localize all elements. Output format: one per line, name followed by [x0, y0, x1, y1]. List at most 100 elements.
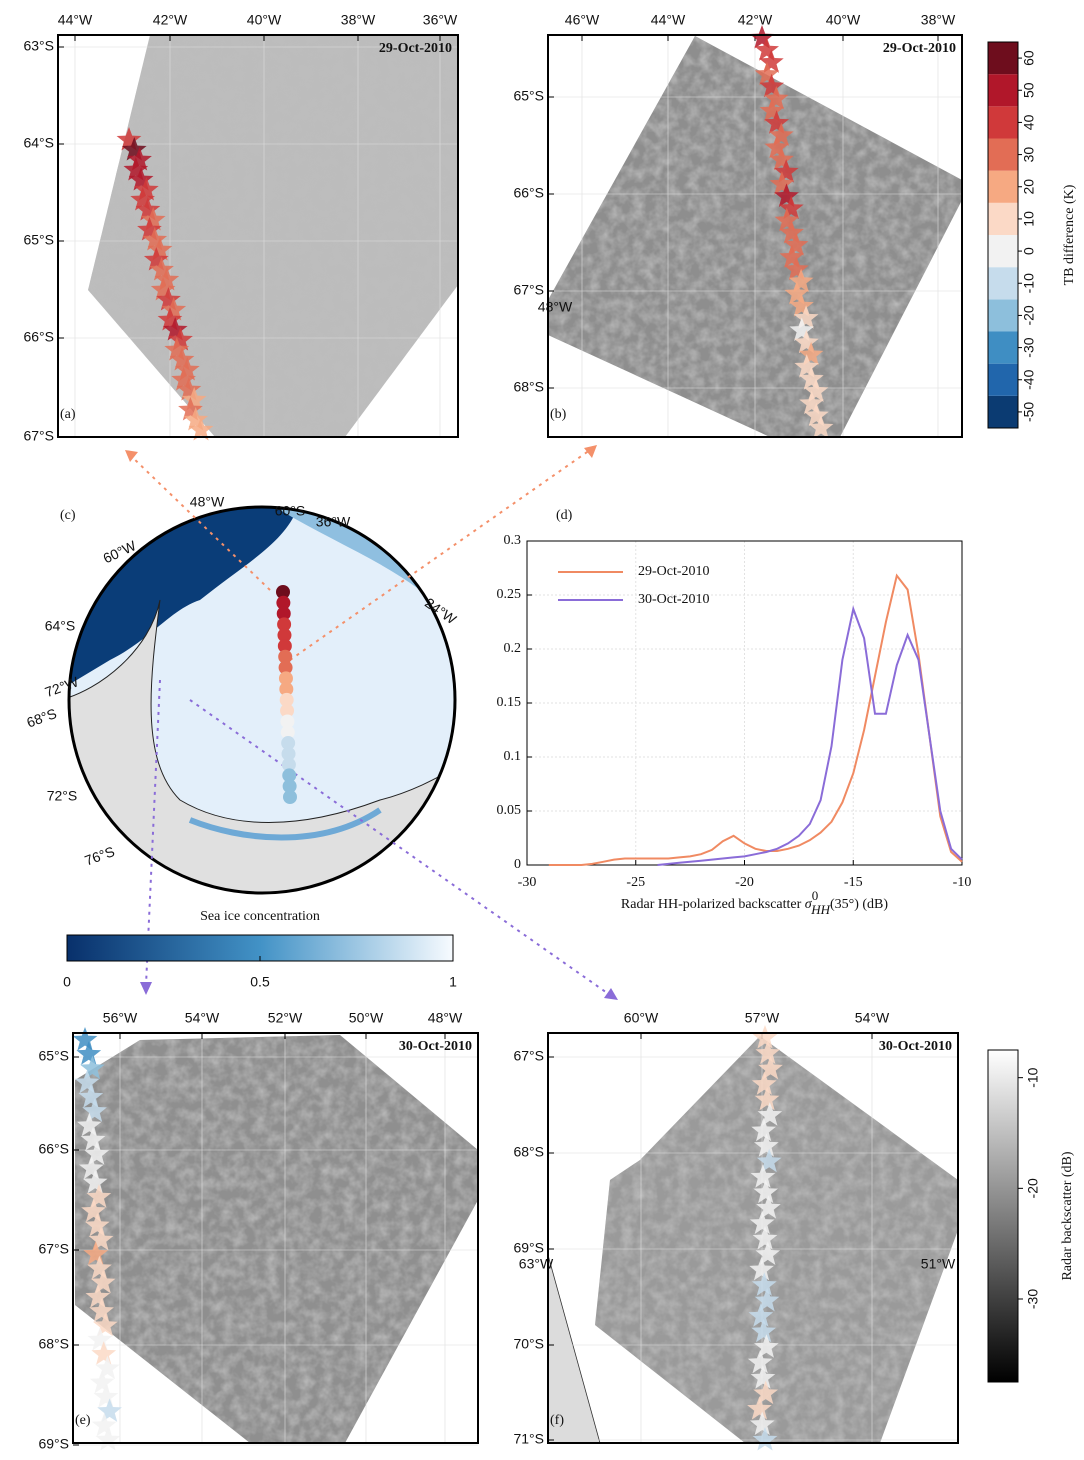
track-star: [803, 378, 829, 402]
lat-label: 64°S: [23, 135, 54, 151]
track-star: [157, 307, 183, 331]
track-star: [74, 1069, 100, 1094]
lon-label: 40°W: [247, 12, 282, 28]
track-star: [92, 1312, 118, 1337]
track-star: [752, 1025, 778, 1049]
colorbar-tick-label: 1: [449, 974, 457, 990]
colorbar-cell: [988, 138, 1018, 171]
track-star: [76, 1112, 102, 1137]
map-frame: [547, 1032, 959, 1444]
track-star: [784, 256, 809, 281]
track-star: [799, 366, 824, 390]
track-star: [759, 73, 784, 98]
x-tick-label: -20: [735, 875, 754, 890]
colorbar-cell: [988, 267, 1018, 300]
panel-label: (b): [550, 407, 567, 422]
track-star: [808, 415, 834, 439]
track-star: [784, 280, 810, 305]
track-star: [753, 1179, 779, 1204]
track-star: [751, 1071, 777, 1095]
track-star: [83, 1241, 109, 1265]
map-date: 30-Oct-2010: [399, 1039, 472, 1054]
series-line: [657, 605, 963, 866]
track-star: [753, 1380, 779, 1405]
track-star: [95, 1355, 120, 1380]
track-star: [178, 397, 203, 421]
track-dot: [277, 628, 292, 643]
x-tick-label: -30: [518, 875, 537, 890]
track-star: [130, 187, 155, 211]
lon-label: 44°W: [58, 12, 93, 28]
track-star: [79, 1155, 104, 1180]
track-star: [749, 1256, 774, 1281]
track-star: [798, 341, 824, 366]
colorbar-cell: [988, 363, 1018, 396]
map-date: 30-Oct-2010: [879, 1039, 952, 1054]
track-star: [751, 1272, 777, 1296]
lat-label: 69°S: [38, 1436, 69, 1452]
colorbar-tick-label: 50: [1021, 82, 1037, 98]
track-dot: [277, 638, 292, 653]
track-star: [778, 195, 804, 220]
track-dot: [281, 736, 296, 751]
colorbar-frame: [987, 41, 1019, 429]
track-star: [164, 337, 190, 361]
track-star: [183, 407, 209, 431]
lon-label: 48°W: [428, 1010, 463, 1026]
track-star: [773, 159, 799, 183]
track-star: [763, 85, 789, 110]
track-star: [758, 49, 784, 73]
track-star: [764, 110, 789, 134]
track-star: [162, 317, 188, 341]
track-star: [769, 171, 795, 195]
colorbar: [987, 1049, 1019, 1383]
track-star: [747, 1396, 772, 1420]
track-dot: [277, 617, 292, 632]
track-star: [128, 167, 154, 191]
track-star: [127, 147, 152, 171]
track-star: [143, 247, 169, 271]
lon-label: 51°W: [921, 1256, 956, 1272]
map-date: 29-Oct-2010: [379, 41, 452, 56]
colorbar-tick-label: 0: [1021, 247, 1037, 255]
track-star: [154, 267, 180, 291]
x-axis-title-part: σ: [805, 897, 813, 912]
track-star: [89, 1298, 114, 1322]
track-star: [749, 1411, 775, 1436]
track-star: [750, 1365, 776, 1389]
map-label: 64°S: [45, 618, 76, 634]
plot-frame: [526, 540, 963, 866]
colorbar-cell: [988, 202, 1018, 235]
lat-label: 71°S: [513, 1431, 544, 1447]
y-tick-label: 0: [514, 857, 521, 872]
lon-label: 36°W: [423, 12, 458, 28]
map-label: 76°S: [82, 843, 116, 868]
sic-map: [69, 507, 455, 893]
y-tick-label: 0.25: [497, 587, 522, 602]
track-star: [751, 1318, 776, 1343]
colorbar-cell: [988, 235, 1018, 268]
track-star: [750, 1164, 776, 1188]
track-star: [87, 1327, 113, 1351]
lon-label: 56°W: [103, 1010, 138, 1026]
colorbar-title: TB difference (K): [1062, 184, 1077, 285]
lon-label: 38°W: [921, 12, 956, 28]
track-star: [85, 1284, 111, 1308]
track-star: [134, 177, 159, 201]
colorbar-tick-label: -10: [1025, 1067, 1041, 1087]
track-star: [82, 1098, 107, 1122]
track-dot: [283, 790, 297, 804]
track-star: [95, 1427, 121, 1451]
track-dot: [282, 779, 297, 794]
track-star: [755, 1241, 781, 1265]
track-star: [779, 220, 804, 244]
y-tick-label: 0.15: [497, 695, 522, 710]
legend-label: 30-Oct-2010: [638, 592, 710, 607]
track-dot: [280, 714, 295, 729]
track-star: [90, 1269, 116, 1294]
track-star: [80, 1127, 106, 1151]
lat-label: 68°S: [513, 379, 544, 395]
colorbar-tick-label: 10: [1021, 211, 1037, 227]
colorbar-tick-label: -30: [1025, 1289, 1041, 1309]
x-tick-label: -25: [626, 875, 645, 890]
